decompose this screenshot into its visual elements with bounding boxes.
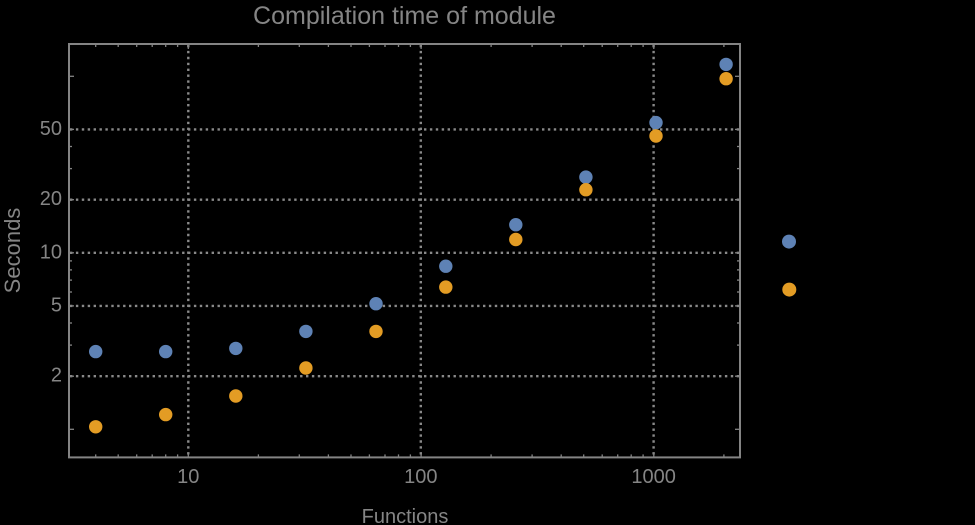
svg-text:Functions: Functions [362, 506, 449, 525]
svg-text:50: 50 [40, 118, 62, 140]
svg-text:5: 5 [51, 294, 62, 316]
svg-text:Compilation time of module: Compilation time of module [253, 2, 556, 30]
svg-text:10: 10 [40, 241, 62, 263]
svg-text:2: 2 [51, 365, 62, 387]
svg-text:20: 20 [40, 188, 62, 210]
svg-text:10: 10 [177, 466, 199, 488]
svg-text:Seconds: Seconds [0, 208, 25, 294]
svg-text:1000: 1000 [631, 466, 676, 488]
svg-text:100: 100 [404, 466, 437, 488]
